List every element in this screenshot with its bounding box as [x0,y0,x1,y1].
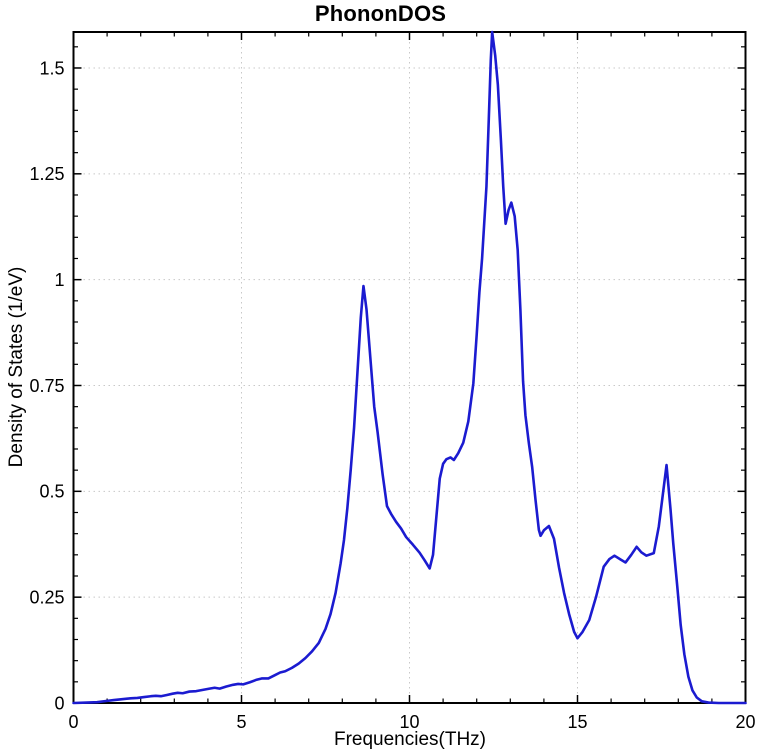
y-tick-label-0.25: 0.25 [29,587,64,607]
x-tick-label-0: 0 [68,712,78,732]
dos-curve [72,30,747,705]
y-tick-label-1.25: 1.25 [29,164,64,184]
x-tick-label-20: 20 [735,712,755,732]
x-axis-title: Frequencies(THz) [333,729,487,750]
y-axis-title: Density of States (1/eV) [6,266,27,468]
x-tick-label-10: 10 [399,712,419,732]
y-tick-label-0: 0 [54,693,64,713]
y-tick-label-0.5: 0.5 [39,482,64,502]
chart-title: PhononDOS [314,1,447,26]
y-tick-label-0.75: 0.75 [29,376,64,396]
y-tick-label-1.5: 1.5 [39,58,64,78]
x-tick-label-15: 15 [567,712,587,732]
x-tick-label-5: 5 [236,712,246,732]
y-tick-label-1: 1 [54,270,64,290]
